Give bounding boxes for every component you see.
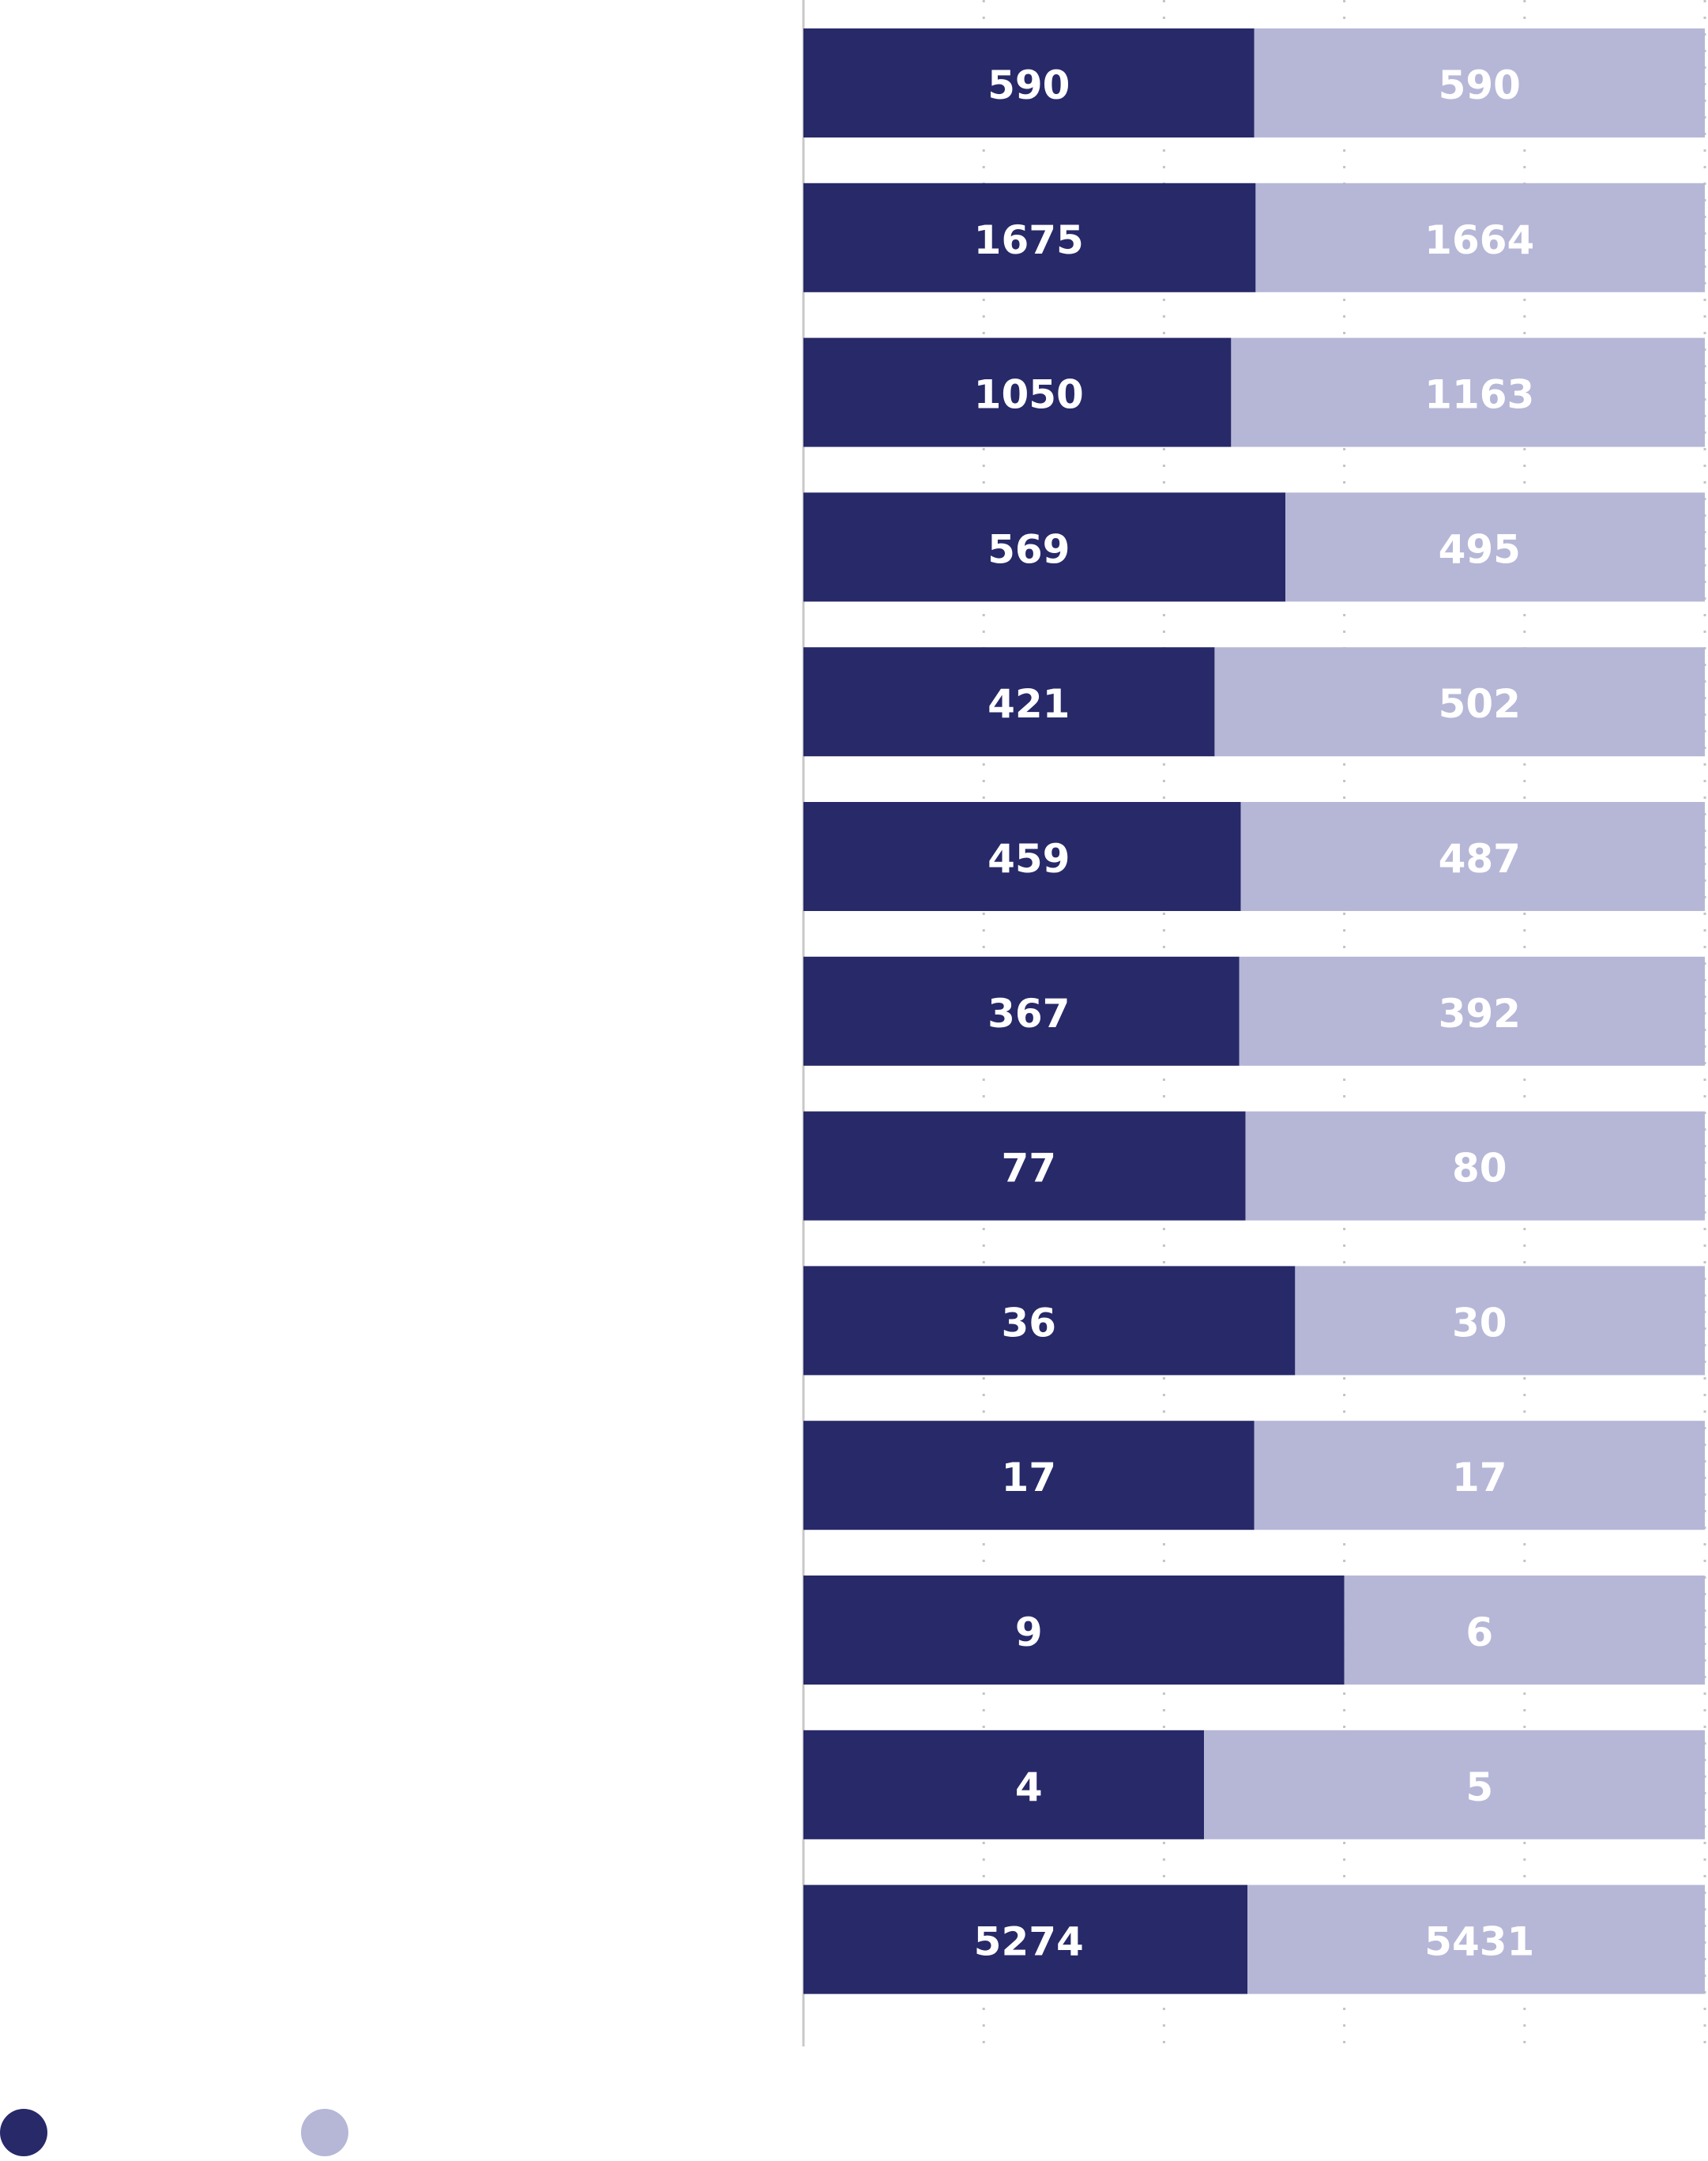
bar-segment bbox=[803, 1884, 1248, 1994]
data-label: 5274 bbox=[974, 1919, 1084, 1965]
data-label: 6 bbox=[1465, 1609, 1493, 1655]
bar-segment bbox=[1285, 492, 1705, 602]
data-label: 30 bbox=[1452, 1300, 1507, 1346]
data-label: 421 bbox=[988, 681, 1070, 727]
bar-segment bbox=[1255, 183, 1705, 292]
data-label: 590 bbox=[988, 62, 1070, 108]
bar-segment bbox=[1245, 1111, 1705, 1221]
data-label: 459 bbox=[988, 836, 1070, 882]
bar-segment bbox=[803, 492, 1286, 602]
data-label: 36 bbox=[1001, 1300, 1056, 1346]
bar-segment bbox=[1240, 802, 1705, 911]
legend-marker bbox=[301, 2109, 348, 2156]
data-label: 5431 bbox=[1424, 1919, 1534, 1965]
data-label: 17 bbox=[1001, 1455, 1056, 1500]
bar-segment bbox=[1344, 1576, 1705, 1685]
bar-segment bbox=[803, 337, 1232, 447]
bar-segment bbox=[803, 1421, 1255, 1530]
data-label: 590 bbox=[1439, 62, 1521, 108]
data-label: 77 bbox=[1001, 1146, 1056, 1192]
data-label: 1050 bbox=[974, 372, 1084, 418]
bar-segment bbox=[1254, 28, 1705, 137]
bar-segment bbox=[803, 28, 1255, 137]
bar-segment bbox=[803, 1111, 1246, 1221]
bar-segment bbox=[803, 1730, 1205, 1839]
bar-segment bbox=[803, 1576, 1345, 1685]
bar-segment bbox=[803, 802, 1241, 911]
data-label: 502 bbox=[1439, 681, 1521, 727]
legend-marker bbox=[0, 2109, 47, 2156]
data-label: 17 bbox=[1452, 1455, 1507, 1500]
data-label: 1163 bbox=[1424, 372, 1534, 418]
data-label: 367 bbox=[988, 991, 1070, 1037]
bar-segment bbox=[1214, 647, 1705, 757]
bar-segment bbox=[1204, 1730, 1705, 1839]
data-label: 1675 bbox=[974, 217, 1084, 263]
bar-segment bbox=[1254, 1421, 1705, 1530]
data-label: 80 bbox=[1452, 1146, 1507, 1192]
bar-segment bbox=[803, 956, 1240, 1066]
bar-segment bbox=[803, 1266, 1296, 1376]
bar-segment bbox=[1247, 1884, 1705, 1994]
data-label: 1664 bbox=[1424, 217, 1534, 263]
data-label: 569 bbox=[988, 526, 1070, 572]
data-label: 487 bbox=[1439, 836, 1521, 882]
data-label: 5 bbox=[1465, 1764, 1493, 1810]
bar-segment bbox=[803, 647, 1215, 757]
bar-segment bbox=[1231, 337, 1705, 447]
data-label: 495 bbox=[1439, 526, 1521, 572]
bar-segment bbox=[803, 183, 1256, 292]
data-label: 9 bbox=[1015, 1609, 1043, 1655]
bar-segment bbox=[1239, 956, 1705, 1066]
bar-segment bbox=[1295, 1266, 1705, 1376]
data-label: 392 bbox=[1439, 991, 1521, 1037]
data-label: 4 bbox=[1015, 1764, 1043, 1810]
